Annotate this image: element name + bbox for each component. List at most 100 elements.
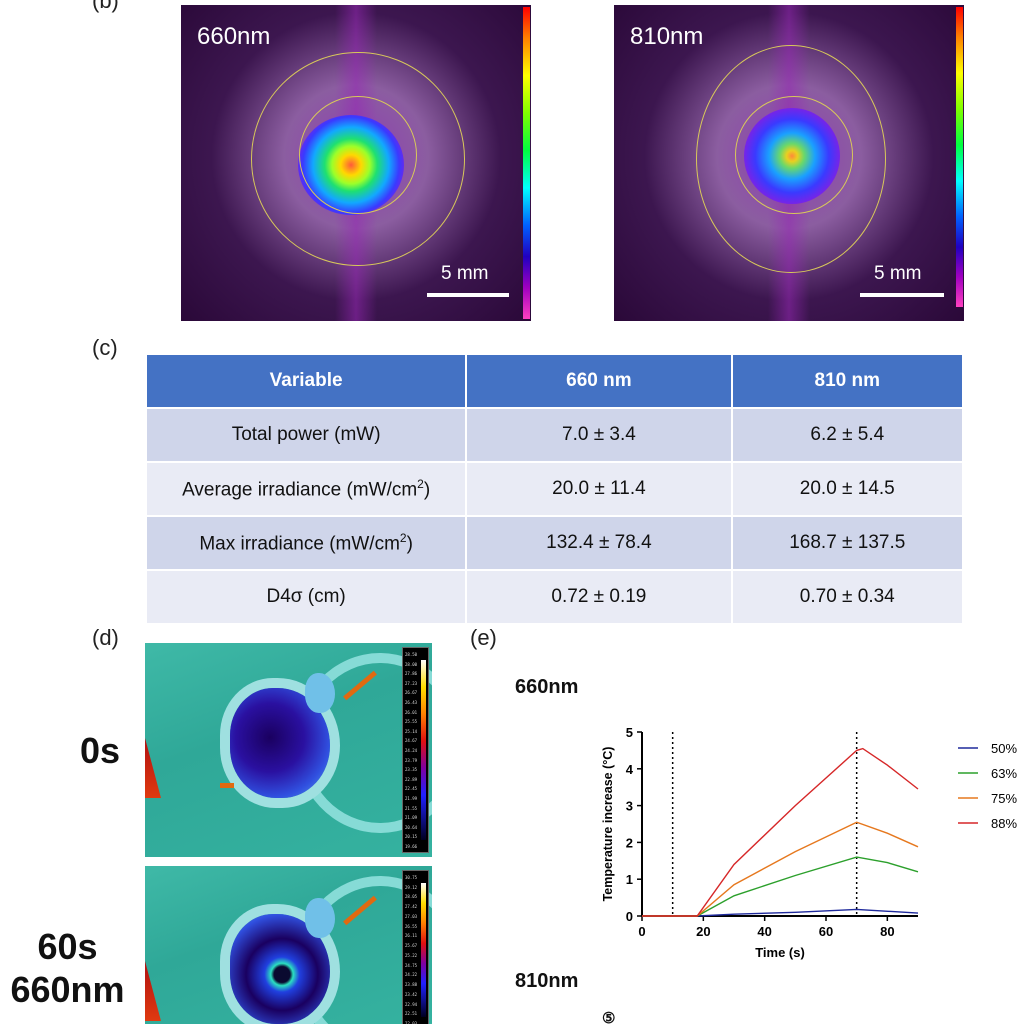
table-row: Average irradiance (mW/cm2) 20.0 ± 11.4 … <box>144 461 965 517</box>
hot-edge-marker <box>145 961 161 1021</box>
header-810: 810 nm <box>730 353 965 409</box>
table-row: D4σ (cm) 0.72 ± 0.19 0.70 ± 0.34 <box>144 569 965 625</box>
beam-profile-810: 810nm 5 mm <box>614 5 964 321</box>
panel-label-d: (d) <box>92 625 119 650</box>
series-line-63pct <box>642 856 919 917</box>
x-tick-label: 0 <box>638 924 645 939</box>
temperature-scale-value: 28.50 <box>405 652 418 657</box>
panel-label-c: (c) <box>92 335 118 360</box>
x-tick-label: 80 <box>880 924 894 939</box>
chart-title-660: 660nm <box>515 676 579 698</box>
table-header-row: Variable 660 nm 810 nm <box>144 353 965 409</box>
panel-label-e: (e) <box>470 625 497 650</box>
chart-660: 0 1 2 3 4 5 0 20 40 60 80 Time (s) Temperature incre… <box>601 725 1017 960</box>
temperature-scale: 28.50 28.00 27.86 27.23 26.67 26.43 26.01 25.55… <box>402 647 429 853</box>
temperature-scale-value: 27.86 <box>405 671 418 677</box>
temperature-scale-value: 20.64 <box>405 824 418 830</box>
hot-edge-marker <box>145 738 161 798</box>
legend-label: 63% <box>991 766 1017 781</box>
temperature-scale-value: 22.45 <box>405 786 418 792</box>
cell-660: 0.72 ± 0.19 <box>465 569 733 625</box>
thermal-time-label: 60s 660nm <box>0 925 135 1011</box>
time-label-line1: 60s <box>37 926 98 967</box>
irradiance-table: Variable 660 nm 810 nm Total power (mW) … <box>144 353 965 625</box>
cell-variable: Total power (mW) <box>144 407 468 463</box>
temperature-scale-value: 28.05 <box>405 894 418 900</box>
temperature-scale-value: 21.09 <box>405 815 418 821</box>
temperature-scale-value: 23.42 <box>405 991 418 997</box>
beam-wavelength-label: 810nm <box>630 23 704 50</box>
temperature-scale-value: 26.11 <box>405 933 418 939</box>
series-line-75pct <box>642 821 919 917</box>
temperature-scale-value: 25.55 <box>405 719 418 725</box>
specimen-region <box>305 673 335 713</box>
temperature-scale-value: 28.00 <box>405 661 418 667</box>
x-tick-label: 60 <box>819 924 833 939</box>
cell-810: 6.2 ± 5.4 <box>730 407 965 463</box>
temperature-gradient <box>421 660 426 840</box>
y-axis-label: Temperature increase (°C) <box>601 747 615 902</box>
table-row: Max irradiance (mW/cm2) 132.4 ± 78.4 168… <box>144 515 965 571</box>
temperature-scale-value: 22.03 <box>405 1021 418 1024</box>
beam-wavelength-label: 660nm <box>197 23 271 50</box>
panel-label-b: (b) <box>92 0 119 13</box>
y-tick-label: 2 <box>626 835 633 850</box>
time-label-line2: 660nm <box>10 969 125 1010</box>
legend-label: 75% <box>991 791 1017 806</box>
header-variable: Variable <box>144 353 468 409</box>
series-line-88pct <box>642 747 919 917</box>
temperature-scale-value: 24.67 <box>405 738 418 744</box>
temperature-scale-value: 20.15 <box>405 834 418 840</box>
temperature-scale-value: 22.89 <box>405 776 418 782</box>
cell-810: 168.7 ± 137.5 <box>730 515 965 571</box>
temperature-scale-value: 25.22 <box>405 952 418 958</box>
temperature-scale-value: 30.75 <box>405 875 418 880</box>
temperature-scale-value: 19.66 <box>405 844 418 849</box>
x-axis-label: Time (s) <box>755 945 805 960</box>
color-scale-bar <box>523 7 530 319</box>
beam-profile-660: 660nm 5 mm <box>181 5 531 321</box>
temperature-scale-value: 27.03 <box>405 913 418 919</box>
y-tick-label: 4 <box>626 762 634 777</box>
cell-810: 20.0 ± 14.5 <box>730 461 965 517</box>
temperature-scale-value: 24.75 <box>405 962 418 968</box>
cell-660: 7.0 ± 3.4 <box>465 407 733 463</box>
y-tick-label-partial: ⑤ <box>602 1010 615 1024</box>
chart-810-partial: ⑤ <box>602 1010 615 1024</box>
scale-bar-label: 5 mm <box>874 263 922 284</box>
chart-title-810: 810nm <box>515 970 579 992</box>
temperature-scale-value: 26.43 <box>405 700 418 705</box>
y-tick-label: 5 <box>626 725 633 740</box>
outer-ring <box>251 52 465 266</box>
temperature-scale-value: 24.22 <box>405 972 418 978</box>
y-tick-label: 3 <box>626 799 633 814</box>
temperature-scale-value: 22.94 <box>405 1001 418 1007</box>
temperature-scale-value: 21.55 <box>405 805 418 811</box>
temperature-scale-value: 23.79 <box>405 757 418 763</box>
temperature-scale-value: 23.35 <box>405 767 418 773</box>
temperature-scale-value: 23.88 <box>405 982 418 988</box>
thermal-image-0s: 28.50 28.00 27.86 27.23 26.67 26.43 26.01 25.55… <box>145 643 432 857</box>
y-tick-label: 1 <box>626 872 633 887</box>
temperature-scale-value: 26.55 <box>405 923 418 929</box>
header-660: 660 nm <box>465 353 733 409</box>
hot-spot <box>220 783 234 788</box>
thermal-image-60s: 30.75 29.12 28.05 27.42 27.03 26.55 26.11 25.67… <box>145 866 432 1024</box>
legend-label: 50% <box>991 741 1017 756</box>
cell-810: 0.70 ± 0.34 <box>730 569 965 625</box>
specimen-region <box>305 898 335 938</box>
y-tick-label: 0 <box>626 909 633 924</box>
cell-660: 132.4 ± 78.4 <box>465 515 733 571</box>
cell-variable: Average irradiance (mW/cm2) <box>144 461 468 517</box>
scale-bar-label: 5 mm <box>441 263 489 284</box>
x-tick-label: 40 <box>757 924 771 939</box>
temperature-scale-value: 25.67 <box>405 943 418 949</box>
cell-variable: D4σ (cm) <box>144 569 468 625</box>
outer-ring <box>696 45 886 273</box>
thermal-time-label: 0s <box>79 730 121 771</box>
temperature-scale-value: 29.12 <box>405 884 418 890</box>
cell-variable: Max irradiance (mW/cm2) <box>144 515 468 571</box>
temperature-scale-value: 21.99 <box>405 796 418 801</box>
temperature-scale-value: 27.42 <box>405 904 418 910</box>
temperature-scale-value: 26.01 <box>405 709 418 715</box>
